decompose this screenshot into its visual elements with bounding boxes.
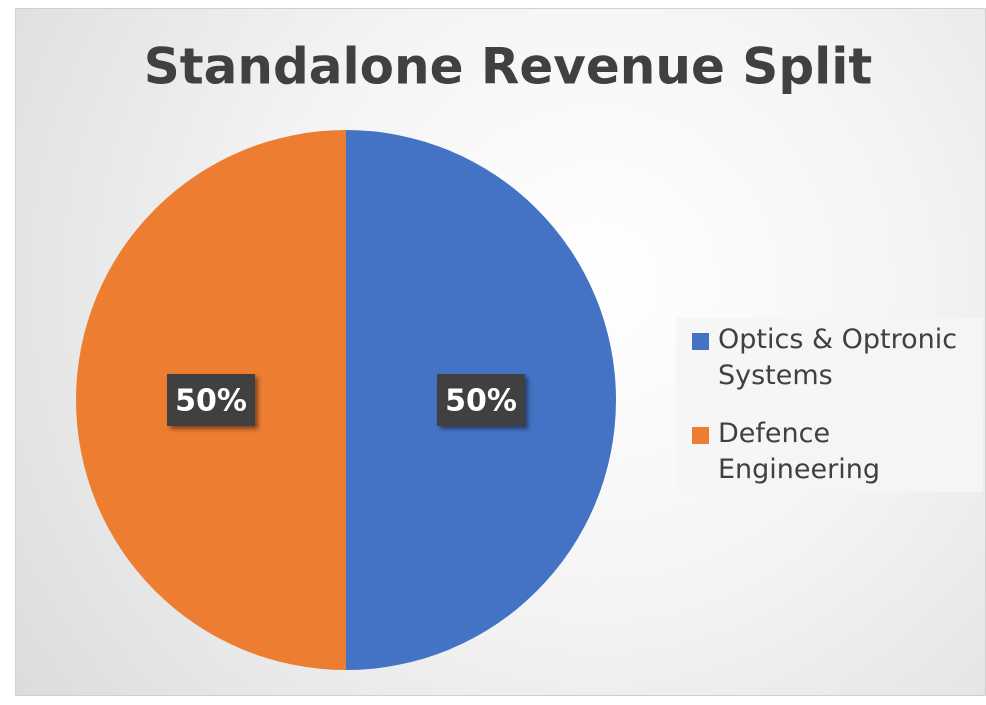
legend-entry: Defence Engineering [692,416,977,488]
data-label-box [167,374,255,426]
legend: Optics & Optronic Systems Defence Enginee… [676,318,983,492]
legend-label: Optics & Optronic Systems [718,324,958,391]
legend-entry: Optics & Optronic Systems [692,322,977,394]
chart-title: Standalone Revenue Split [144,38,873,96]
data-label: 50% [445,384,517,419]
data-label: 50% [175,384,247,419]
legend-swatch [692,427,709,444]
data-label-box [437,374,525,426]
legend-label: Defence Engineering [718,418,880,485]
legend-swatch [692,333,709,350]
